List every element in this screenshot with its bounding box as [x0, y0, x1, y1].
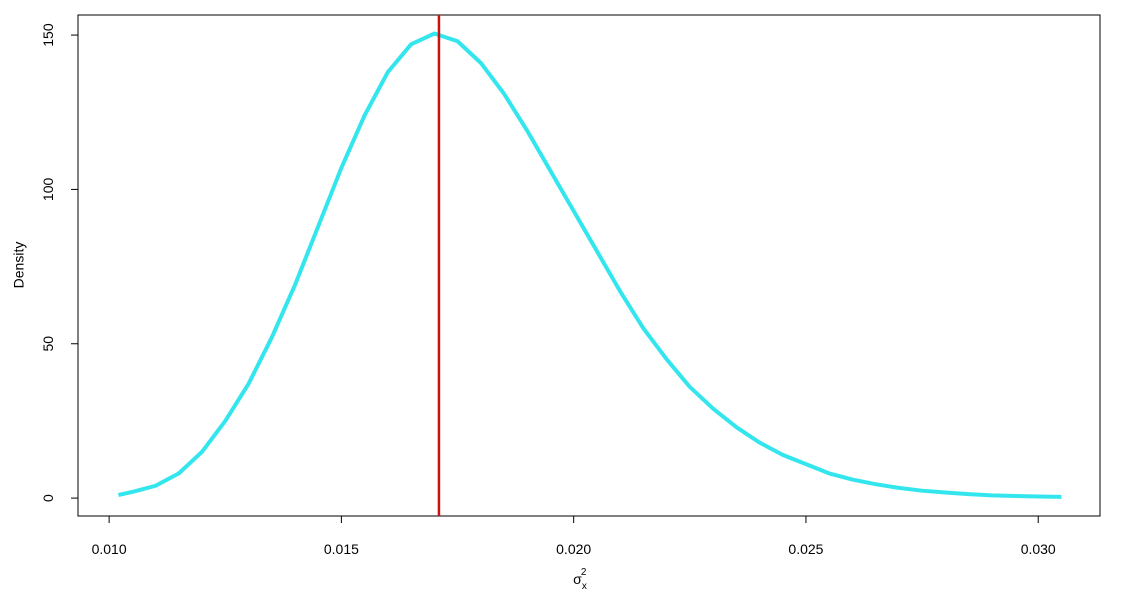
y-tick-label: 100 — [40, 178, 56, 202]
x-label-sup: 2 — [581, 567, 587, 578]
x-tick-label: 0.015 — [324, 541, 359, 557]
x-tick-label: 0.030 — [1021, 541, 1056, 557]
density-curve — [117, 31, 1062, 499]
y-tick-label: 0 — [40, 494, 56, 502]
x-label-sub: x — [582, 581, 587, 592]
x-tick-label: 0.020 — [556, 541, 591, 557]
y-axis-label: Density — [11, 242, 27, 289]
plot-frame — [77, 14, 1101, 517]
x-label-base: σ — [573, 571, 582, 587]
x-tick-label: 0.025 — [788, 541, 823, 557]
x-tick-label: 0.010 — [92, 541, 127, 557]
y-tick-label: 50 — [40, 336, 56, 352]
x-axis-label: σx 2 — [573, 567, 587, 592]
y-tick-label: 150 — [40, 23, 56, 47]
